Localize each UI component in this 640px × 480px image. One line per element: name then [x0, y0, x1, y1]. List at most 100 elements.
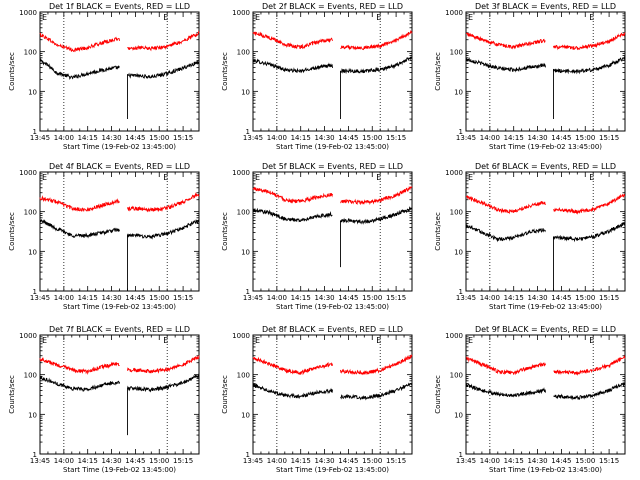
x-axis-label: Start Time (19-Feb-02 13:45:00)	[489, 466, 602, 474]
series-line-events	[39, 375, 120, 392]
y-axis-label: Counts/sec	[434, 212, 442, 251]
series-line-lld	[465, 356, 546, 376]
series-line-events	[340, 206, 413, 268]
series-line-lld	[39, 32, 120, 53]
y-axis-label: Counts/sec	[221, 375, 229, 414]
event-marker-label: E	[376, 336, 381, 345]
series-line-events	[252, 383, 333, 399]
y-axis-label: Counts/sec	[221, 212, 229, 251]
x-tick-label: 14:30	[101, 457, 121, 465]
plot-frame	[252, 171, 413, 292]
series-line-lld	[39, 357, 120, 376]
event-marker-label: E	[376, 13, 381, 22]
series-line-lld	[252, 356, 333, 376]
x-tick-label: 14:15	[504, 134, 524, 142]
x-tick-label: 15:00	[149, 457, 169, 465]
y-tick-label: 100	[450, 372, 463, 380]
panel-title: Det 5f BLACK = Events, RED = LLD	[262, 162, 403, 171]
x-tick-label: 15:00	[575, 134, 595, 142]
y-tick-label: 100	[237, 209, 250, 217]
x-axis-label: Start Time (19-Feb-02 13:45:00)	[63, 466, 176, 474]
y-tick-label: 10	[241, 88, 250, 96]
x-tick-label: 14:00	[54, 457, 74, 465]
y-tick-label: 1	[459, 128, 463, 136]
series-line-events	[340, 382, 413, 401]
x-tick-label: 14:45	[551, 134, 571, 142]
x-tick-label: 14:30	[101, 294, 121, 302]
y-tick-label: 100	[237, 372, 250, 380]
x-tick-label: 13:45	[456, 294, 476, 302]
detector-panel-4: Det 4f BLACK = Events, RED = LLD 1 10 100 10…	[8, 162, 200, 311]
x-tick-label: 14:15	[78, 134, 98, 142]
series-line-lld	[466, 32, 546, 50]
y-tick-label: 100	[24, 209, 37, 217]
event-marker-label: E	[589, 336, 594, 345]
x-tick-label: 15:00	[149, 134, 169, 142]
panel-title: Det 6f BLACK = Events, RED = LLD	[475, 162, 616, 171]
detector-panel-2: Det 2f BLACK = Events, RED = LLD 1 10 100 10…	[221, 2, 413, 151]
y-tick-label: 1	[33, 128, 37, 136]
x-axis-label: Start Time (19-Feb-02 13:45:00)	[489, 143, 602, 151]
x-tick-label: 15:00	[362, 134, 382, 142]
x-axis-label: Start Time (19-Feb-02 13:45:00)	[63, 143, 176, 151]
x-tick-label: 14:00	[267, 294, 287, 302]
y-axis-label: Counts/sec	[8, 375, 16, 414]
x-tick-label: 14:15	[291, 457, 311, 465]
plot-frame	[252, 11, 413, 132]
y-tick-label: 10	[454, 248, 463, 256]
x-tick-label: 14:45	[338, 457, 358, 465]
x-tick-label: 14:45	[551, 294, 571, 302]
x-tick-label: 14:00	[54, 294, 74, 302]
panel-title: Det 3f BLACK = Events, RED = LLD	[475, 2, 616, 11]
x-tick-label: 15:15	[173, 134, 193, 142]
x-tick-label: 15:15	[386, 457, 406, 465]
series-line-lld	[553, 193, 626, 215]
x-tick-label: 13:45	[243, 134, 263, 142]
x-tick-label: 14:15	[291, 134, 311, 142]
x-tick-label: 13:45	[456, 134, 476, 142]
y-tick-label: 1	[246, 128, 250, 136]
plot-frame	[39, 334, 200, 455]
detector-panel-8: Det 8f BLACK = Events, RED = LLD 1 10 100 10…	[221, 325, 413, 474]
y-tick-label: 10	[454, 411, 463, 419]
x-tick-label: 14:00	[480, 294, 500, 302]
x-tick-label: 15:00	[362, 294, 382, 302]
x-tick-label: 13:45	[243, 457, 263, 465]
plot-frame	[465, 334, 626, 455]
panel-title: Det 8f BLACK = Events, RED = LLD	[262, 325, 403, 334]
x-tick-label: 14:15	[504, 457, 524, 465]
event-marker-label: E	[589, 173, 594, 182]
x-tick-label: 14:45	[125, 134, 145, 142]
y-tick-label: 1000	[232, 332, 250, 340]
x-axis-label: Start Time (19-Feb-02 13:45:00)	[63, 303, 176, 311]
series-line-events	[252, 207, 333, 223]
y-axis-label: Counts/sec	[8, 52, 16, 91]
series-line-events	[252, 58, 333, 74]
y-tick-label: 10	[241, 248, 250, 256]
x-axis-label: Start Time (19-Feb-02 13:45:00)	[276, 466, 389, 474]
detector-panel-6: Det 6f BLACK = Events, RED = LLD 1 10 100 10…	[434, 162, 626, 311]
series-line-lld	[127, 192, 200, 213]
series-line-events	[465, 383, 546, 398]
series-line-events	[553, 222, 626, 291]
x-tick-label: 14:00	[480, 134, 500, 142]
event-marker-label: E	[163, 13, 168, 22]
x-tick-label: 14:45	[338, 134, 358, 142]
x-tick-label: 15:15	[599, 134, 619, 142]
y-tick-label: 1000	[232, 169, 250, 177]
panel-title: Det 9f BLACK = Events, RED = LLD	[475, 325, 616, 334]
x-tick-label: 14:30	[314, 134, 334, 142]
x-tick-label: 14:45	[551, 457, 571, 465]
y-tick-label: 100	[237, 49, 250, 57]
x-tick-label: 14:00	[267, 134, 287, 142]
series-line-lld	[465, 194, 546, 215]
series-line-events	[127, 219, 200, 291]
y-tick-label: 1000	[445, 332, 463, 340]
series-line-events	[465, 57, 546, 73]
y-axis-label: Counts/sec	[221, 52, 229, 91]
x-tick-label: 14:30	[527, 134, 547, 142]
y-axis-label: Counts/sec	[8, 212, 16, 251]
panel-title: Det 7f BLACK = Events, RED = LLD	[49, 325, 190, 334]
x-tick-label: 15:00	[575, 457, 595, 465]
